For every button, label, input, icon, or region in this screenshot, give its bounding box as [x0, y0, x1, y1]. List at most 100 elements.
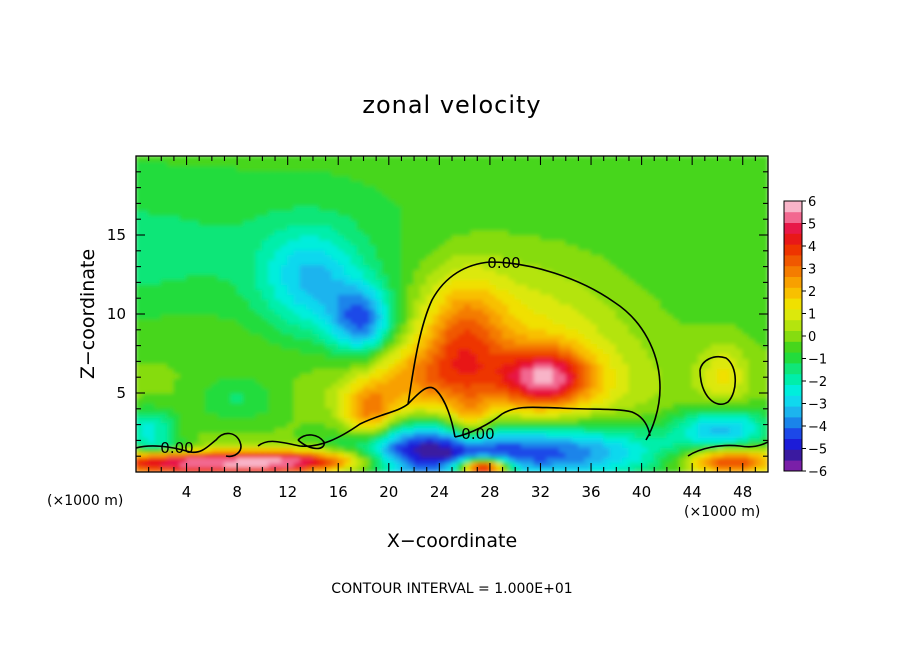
field-cell — [154, 407, 162, 414]
field-cell — [331, 298, 339, 305]
field-cell — [470, 367, 478, 374]
field-cell — [331, 397, 339, 404]
field-cell — [451, 274, 459, 280]
field-cell — [748, 283, 756, 290]
field-cell — [205, 353, 213, 359]
field-cell — [508, 362, 516, 369]
field-cell — [249, 323, 257, 330]
field-cell — [577, 269, 586, 275]
field-cell — [179, 357, 188, 364]
field-cell — [381, 249, 390, 256]
field-cell — [577, 397, 586, 404]
field-cell — [432, 357, 440, 364]
field-cell — [628, 466, 636, 472]
field-cell — [451, 333, 459, 340]
field-cell — [489, 333, 497, 340]
field-cell — [704, 348, 712, 354]
field-cell — [609, 278, 617, 285]
field-cell — [502, 308, 510, 315]
field-cell — [249, 254, 257, 261]
field-cell — [552, 456, 560, 463]
field-cell — [710, 244, 718, 251]
field-cell — [584, 387, 592, 394]
field-cell — [154, 417, 162, 424]
field-cell — [508, 303, 516, 310]
field-cell — [596, 432, 605, 438]
field-cell — [647, 387, 655, 394]
field-cell — [622, 328, 630, 335]
field-cell — [476, 264, 485, 271]
field-cell — [192, 338, 200, 345]
field-cell — [476, 407, 485, 414]
field-cell — [287, 234, 295, 241]
field-cell — [679, 249, 687, 256]
field-cell — [476, 432, 485, 438]
field-cell — [413, 402, 421, 409]
field-cell — [192, 283, 200, 290]
field-cell — [173, 328, 181, 335]
field-cell — [331, 446, 339, 453]
field-cell — [742, 461, 750, 468]
field-cell — [388, 446, 396, 453]
field-cell — [457, 303, 466, 310]
field-cell — [641, 441, 649, 448]
field-cell — [217, 338, 225, 345]
field-cell — [388, 432, 396, 438]
field-cell — [552, 254, 560, 261]
field-cell — [539, 387, 548, 394]
field-cell — [160, 432, 169, 438]
field-cell — [192, 333, 200, 340]
field-cell — [742, 323, 750, 330]
field-cell — [634, 333, 643, 340]
field-cell — [660, 338, 668, 345]
field-cell — [666, 338, 674, 345]
field-cell — [514, 362, 523, 369]
field-cell — [179, 397, 188, 404]
field-cell — [742, 274, 750, 280]
field-cell — [552, 224, 560, 231]
field-cell — [634, 303, 643, 310]
field-cell — [634, 283, 643, 290]
field-cell — [261, 269, 270, 275]
field-cell — [729, 328, 737, 335]
field-cell — [394, 436, 402, 443]
field-cell — [217, 417, 225, 424]
field-cell — [666, 392, 674, 399]
field-cell — [223, 298, 232, 305]
field-cell — [413, 224, 421, 231]
field-cell — [369, 323, 377, 330]
field-cell — [419, 367, 428, 374]
field-cell — [495, 436, 504, 443]
field-cell — [476, 427, 485, 433]
field-cell — [679, 269, 687, 275]
field-cell — [622, 229, 630, 236]
field-cell — [148, 456, 156, 463]
field-cell — [160, 259, 169, 266]
field-cell — [154, 466, 162, 472]
field-cell — [274, 308, 282, 315]
field-cell — [634, 249, 643, 256]
field-cell — [577, 318, 586, 325]
field-cell — [489, 412, 497, 419]
field-cell — [628, 264, 636, 271]
field-cell — [173, 269, 181, 275]
field-cell — [558, 387, 567, 394]
field-cell — [325, 224, 333, 231]
field-cell — [445, 249, 453, 256]
field-cell — [255, 451, 263, 458]
field-cell — [236, 249, 244, 256]
field-cell — [514, 239, 523, 246]
field-cell — [445, 456, 453, 463]
field-cell — [590, 367, 598, 374]
field-cell — [457, 348, 466, 354]
field-cell — [186, 234, 194, 241]
field-cell — [609, 357, 617, 364]
field-cell — [622, 224, 630, 231]
field-cell — [344, 402, 352, 409]
field-cell — [255, 382, 263, 389]
field-cell — [457, 456, 466, 463]
field-cell — [679, 466, 687, 472]
field-cell — [160, 392, 169, 399]
field-cell — [742, 372, 750, 379]
field-cell — [546, 343, 554, 350]
